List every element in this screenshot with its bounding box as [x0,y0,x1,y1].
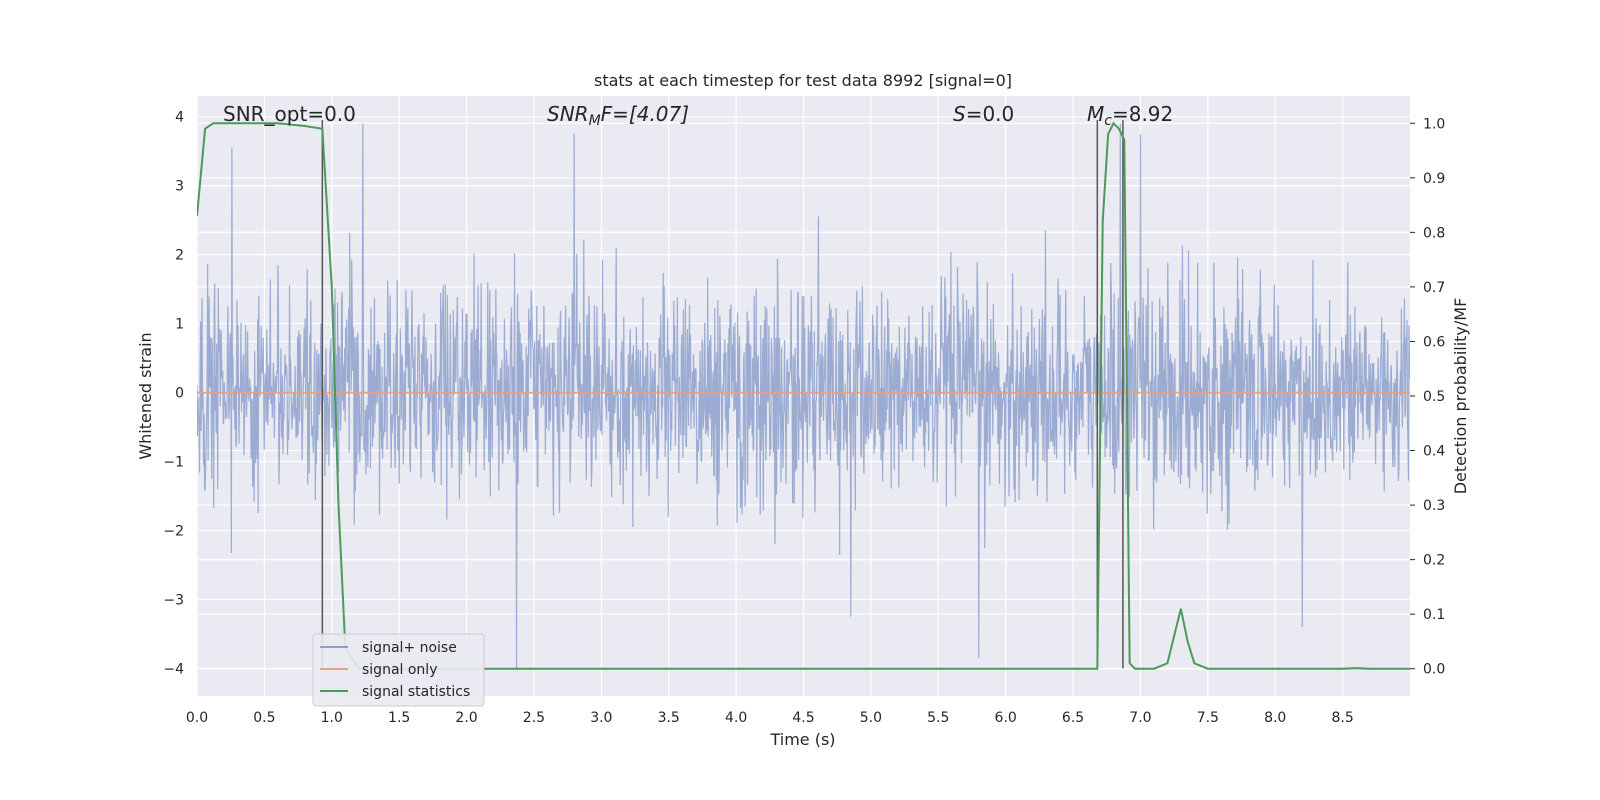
legend-label-signal-noise: signal+ noise [362,640,457,656]
y-left-tick-label: −4 [163,661,184,677]
y-right-tick-label: 0.6 [1423,334,1445,350]
y-left-tick-label: 0 [175,386,184,402]
series-line-signal-statistics [197,121,1410,670]
x-tick-label: 8.5 [1331,710,1353,726]
series-line-signal-noise [197,123,1410,669]
y-left-tick-label: 1 [175,317,184,333]
legend-label-signal-statistics: signal statistics [362,684,470,700]
annotation-s-value: =0.0 [966,102,1015,126]
annotation-mc-symbol: M [1087,102,1104,126]
x-tick-label: 6.0 [995,710,1017,726]
annotation-s: S=0.0 [953,102,1014,126]
annotation-mc-subscript: c [1104,113,1112,129]
annotation-snr-mf: SNRMF=[4.07] [547,102,689,129]
x-tick-label: 1.0 [321,710,343,726]
x-tick-label: 6.5 [1062,710,1084,726]
y-left-tick-label: 4 [175,110,184,126]
chart-title: stats at each timestep for test data 899… [594,71,1012,90]
x-tick-label: 4.0 [725,710,747,726]
series-signal-statistics [197,121,1410,670]
y-right-tick-label: 0.3 [1423,498,1445,514]
x-tick-label: 2.5 [523,710,545,726]
x-axis-label: Time (s) [769,730,835,749]
y-right-tick-label: 1.0 [1423,116,1445,132]
y-right-tick-label: 0.9 [1423,171,1445,187]
x-tick-label: 4.5 [792,710,814,726]
x-tick-label: 0.0 [186,710,208,726]
annotation-s-symbol: S [953,102,966,126]
y-right-tick-label: 0.1 [1423,607,1445,623]
vertical-markers [321,120,1124,669]
y-right-tick-label: 0.8 [1423,225,1445,241]
y-left-tick-label: −1 [163,455,184,471]
y-right-tick-label: 0.7 [1423,280,1445,296]
x-tick-label: 7.0 [1129,710,1151,726]
series-signal-noise [197,123,1410,669]
x-tick-label: 3.5 [658,710,680,726]
y-left-axis-label: Whitened strain [136,332,155,459]
x-tick-label: 0.5 [253,710,275,726]
y-left-tick-label: 2 [175,248,184,264]
y-right-tick-label: 0.5 [1423,389,1445,405]
y-left-tick-label: −3 [163,592,184,608]
annotation-mc: Mc=8.92 [1087,102,1173,129]
y-right-tick-label: 0.2 [1423,553,1445,569]
y-right-axis-label: Detection probability/MF [1451,298,1470,495]
x-tick-label: 2.0 [455,710,477,726]
x-tick-label: 5.0 [860,710,882,726]
annotation-snr-opt: SNR_opt=0.0 [223,102,356,126]
y-right-axis-ticks: 0.0 0.1 0.2 0.3 0.4 0.5 0.6 0.7 0.8 0.9 1.0 [1410,116,1445,678]
y-right-tick-label: 0.0 [1423,662,1445,678]
y-left-axis-ticks: −4 −3 −2 −1 0 1 2 3 4 [163,110,184,678]
annotation-snr-mf-subscript: M [589,113,601,129]
legend: signal+ noise signal only signal statist… [312,633,485,707]
x-tick-label: 1.5 [388,710,410,726]
y-left-tick-label: 3 [175,179,184,195]
annotation-snr-mf-symbol: SNR [547,102,589,126]
legend-box [312,633,485,707]
x-tick-label: 3.0 [590,710,612,726]
x-tick-label: 8.0 [1264,710,1286,726]
legend-label-signal-only: signal only [362,662,437,678]
x-tick-label: 7.5 [1197,710,1219,726]
annotation-mc-value: =8.92 [1112,102,1173,126]
y-left-tick-label: −2 [163,523,184,539]
x-axis-ticks: 0.0 0.5 1.0 1.5 2.0 2.5 3.0 3.5 4.0 4.5 5.0 5.5 6.0 6… [186,710,1354,726]
x-tick-label: 5.5 [927,710,949,726]
y-right-tick-label: 0.4 [1423,444,1445,460]
plot-area [197,120,1410,670]
annotation-snr-mf-f: F=[4.07] [601,102,689,126]
